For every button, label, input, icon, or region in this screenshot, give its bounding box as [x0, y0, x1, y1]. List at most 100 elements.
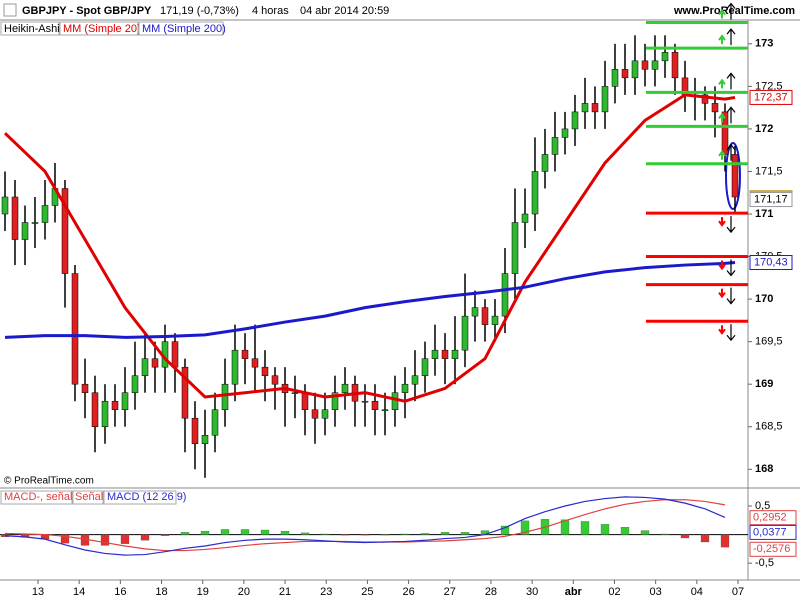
- macd-line: [4, 496, 726, 556]
- candle-body: [221, 383, 229, 410]
- histogram-bar: [320, 533, 330, 535]
- candle-body: [631, 60, 639, 79]
- candle-body: [511, 222, 519, 274]
- candle-body: [261, 366, 269, 376]
- candle-body: [731, 154, 739, 198]
- histogram-bar: [640, 530, 650, 535]
- histogram-bar: [100, 534, 110, 546]
- candle-body: [441, 349, 449, 359]
- candle-body: [311, 409, 319, 419]
- candle-body: [461, 315, 469, 351]
- legend-box: [103, 490, 177, 505]
- x-tick-label: 30: [526, 586, 538, 598]
- macd-plot: [0, 496, 748, 556]
- histogram-bar: [360, 534, 370, 536]
- histogram-bar: [60, 534, 70, 544]
- header-bar: [0, 0, 800, 20]
- candle-body: [361, 400, 369, 403]
- candle-body: [191, 417, 199, 445]
- last-price: 171,19 (-0,73%): [160, 5, 239, 17]
- arrow: [726, 287, 736, 305]
- instrument: GBPJPY - Spot GBP/JPY: [22, 5, 152, 17]
- arrow: [726, 143, 736, 161]
- x-tick-label: 07: [732, 586, 744, 598]
- x-tick-label: 27: [444, 586, 456, 598]
- candle-body: [401, 383, 409, 393]
- candle-body: [661, 52, 669, 62]
- arrow: [726, 324, 736, 342]
- site: www.ProRealTime.com: [673, 5, 795, 17]
- value-tag: [749, 524, 797, 540]
- legend-entry: MM (Simple 20): [63, 23, 141, 35]
- value-tag-label: -0,2576: [753, 543, 790, 555]
- candle-body: [241, 349, 249, 359]
- x-tick-label: 18: [155, 586, 167, 598]
- arrow: [718, 8, 726, 19]
- y-tick-label: 172: [755, 123, 773, 135]
- x-tick-label: 13: [32, 586, 44, 598]
- candle-body: [61, 188, 69, 274]
- histogram-bar: [600, 524, 610, 535]
- y-tick-label: -0,5: [755, 557, 774, 569]
- candle-body: [671, 52, 679, 79]
- price-tag-label: 170,43: [754, 256, 788, 268]
- price-tag-label: 172,37: [754, 91, 788, 103]
- arrow: [726, 2, 736, 20]
- candle-body: [271, 375, 279, 385]
- candle-body: [321, 409, 329, 419]
- legend-entry: MM (Simple 200): [142, 23, 226, 35]
- x-tick-label: 25: [361, 586, 373, 598]
- candle-body: [291, 392, 299, 394]
- candle-body: [131, 375, 139, 393]
- menu-icon[interactable]: [3, 3, 17, 17]
- arrow: [726, 28, 736, 46]
- histogram-bar: [140, 534, 150, 541]
- histogram-bar: [460, 532, 470, 535]
- histogram-bar: [400, 533, 410, 535]
- price-tag-label: 171,17: [754, 193, 788, 205]
- x-tick-label: 03: [650, 586, 662, 598]
- y-tick-label: 172,5: [755, 80, 783, 92]
- y-tick-label: 169: [755, 378, 773, 390]
- candle-body: [521, 213, 529, 223]
- candle-body: [571, 111, 579, 130]
- candle-body: [491, 315, 499, 325]
- arrow: [726, 106, 736, 124]
- legend-entry: Señal: [75, 491, 103, 503]
- legend-box: [59, 21, 139, 36]
- candle-body: [711, 103, 719, 113]
- legend-entry: Heikin-Ashi: [4, 23, 60, 35]
- histogram-bar: [680, 534, 690, 539]
- candle-body: [431, 349, 439, 359]
- candle-body: [381, 409, 389, 411]
- candle-body: [701, 94, 709, 104]
- arrow: [718, 325, 726, 335]
- histogram-bar: [260, 529, 270, 535]
- x-tick-label: 20: [238, 586, 250, 598]
- histogram-bar: [700, 534, 710, 543]
- candle-body: [101, 400, 109, 427]
- candle-body: [421, 358, 429, 376]
- candle-body: [551, 137, 559, 155]
- candle-body: [21, 222, 29, 240]
- candle-body: [481, 307, 489, 325]
- histogram-bar: [240, 529, 250, 535]
- candle-body: [31, 222, 39, 224]
- x-tick-label: 04: [691, 586, 703, 598]
- legend-box: [0, 490, 73, 505]
- legend-entry: MACD (12 26 9): [107, 491, 186, 503]
- arrow: [718, 288, 726, 299]
- moving-average: [3, 93, 736, 403]
- histogram-bar: [120, 534, 130, 544]
- candle-body: [111, 400, 119, 410]
- arrow: [718, 78, 726, 89]
- price-tag: [749, 89, 793, 105]
- candle-body: [181, 366, 189, 419]
- candle-body: [71, 273, 79, 385]
- arrow: [726, 216, 736, 234]
- candle-body: [251, 358, 259, 368]
- legend-box: [72, 490, 104, 505]
- highlight-ellipse: [725, 142, 741, 210]
- candle-body: [591, 103, 599, 113]
- arrow: [718, 150, 726, 160]
